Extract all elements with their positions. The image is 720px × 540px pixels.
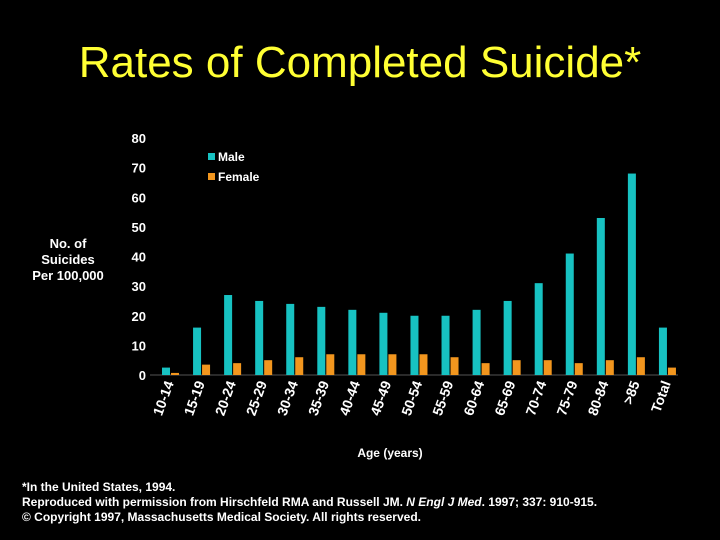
male-bar	[658, 327, 667, 375]
male-bar	[348, 309, 357, 375]
male-bar	[565, 253, 574, 375]
female-bar	[357, 354, 366, 375]
y-tick-label: 60	[132, 190, 146, 205]
x-tick-label: 55-59	[429, 378, 456, 417]
x-tick-label: 80-84	[584, 378, 611, 417]
x-tick-label: 10-14	[150, 378, 177, 417]
footnote-line-1: *In the United States, 1994.	[22, 480, 176, 494]
male-bar	[162, 367, 170, 375]
x-tick-label: 60-64	[460, 378, 487, 417]
chart-title: Rates of Completed Suicide*	[78, 38, 642, 87]
legend-label: Female	[218, 170, 260, 184]
x-tick-label: 45-49	[367, 378, 394, 417]
female-bar	[512, 360, 521, 375]
legend-swatch-male	[208, 153, 215, 160]
bar-chart: 0 10 20 30 40 50 60 70 80 10-14 15-19 20-24 25-29 30-…	[132, 131, 678, 418]
male-bar	[255, 300, 264, 375]
y-tick-label: 50	[132, 220, 146, 235]
x-tick-label: 25-29	[243, 378, 270, 417]
y-axis-label-line-3: Per 100,000	[32, 268, 104, 283]
y-tick-label: 20	[132, 309, 146, 324]
male-bar	[317, 306, 326, 375]
y-axis-label-line-2: Suicides	[41, 252, 95, 267]
female-bar	[171, 372, 179, 375]
x-axis-label: Age (years)	[357, 446, 423, 460]
y-tick-label: 0	[139, 368, 146, 383]
x-tick-label: 35-39	[305, 378, 332, 417]
male-bar	[596, 217, 605, 375]
footnote-line-3: © Copyright 1997, Massachusetts Medical …	[22, 510, 421, 524]
y-axis-label-line-1: No. of	[49, 236, 87, 251]
male-bar	[534, 283, 543, 375]
female-bar	[574, 363, 583, 375]
female-bar	[636, 357, 645, 375]
male-bar	[224, 295, 233, 375]
y-axis-label: No. of Suicides Per 100,000	[8, 236, 128, 284]
male-bar	[379, 312, 388, 375]
male-bar	[503, 300, 512, 375]
footnote-journal: N Engl J Med	[406, 495, 482, 509]
y-tick-label: 40	[132, 250, 146, 265]
female-bar	[419, 354, 428, 375]
y-tick-label: 30	[132, 279, 146, 294]
male-bar	[627, 173, 636, 375]
female-bar	[667, 367, 676, 375]
male-bar	[193, 327, 202, 375]
legend-swatch-female	[208, 173, 215, 180]
x-tick-label: >85	[620, 378, 643, 406]
male-bar	[441, 315, 450, 375]
x-tick-label: Total	[648, 379, 674, 415]
y-tick-label: 80	[132, 131, 146, 146]
x-tick-label: 20-24	[212, 378, 239, 417]
female-bar	[450, 357, 459, 375]
footnote-citation: Reproduced with permission from Hirschfe…	[22, 495, 407, 509]
female-bar	[233, 363, 242, 375]
female-bar	[326, 354, 335, 375]
footnote: *In the United States, 1994. Reproduced …	[22, 480, 712, 525]
x-tick-label: 50-54	[398, 378, 425, 417]
female-bar	[264, 360, 273, 375]
male-bar	[472, 309, 481, 375]
male-bar	[286, 303, 295, 375]
male-bar	[410, 315, 419, 375]
female-bar	[202, 364, 211, 375]
legend-label: Male	[218, 150, 245, 164]
footnote-line-2: Reproduced with permission from Hirschfe…	[22, 495, 712, 510]
y-tick-label: 70	[132, 161, 146, 176]
x-tick-label: 70-74	[522, 378, 549, 417]
y-tick-label: 10	[132, 338, 146, 353]
footnote-citation-end: . 1997; 337: 910-915.	[481, 495, 598, 509]
x-tick-label: 40-44	[336, 378, 363, 417]
female-bar	[605, 360, 614, 375]
female-bar	[481, 363, 490, 375]
x-tick-label: 75-79	[553, 378, 580, 417]
female-bar	[543, 360, 552, 375]
x-tick-label: 15-19	[181, 378, 208, 417]
female-bar	[388, 354, 397, 375]
x-tick-label: 30-34	[274, 378, 301, 417]
female-bar	[295, 357, 304, 375]
x-tick-label: 65-69	[491, 378, 518, 417]
